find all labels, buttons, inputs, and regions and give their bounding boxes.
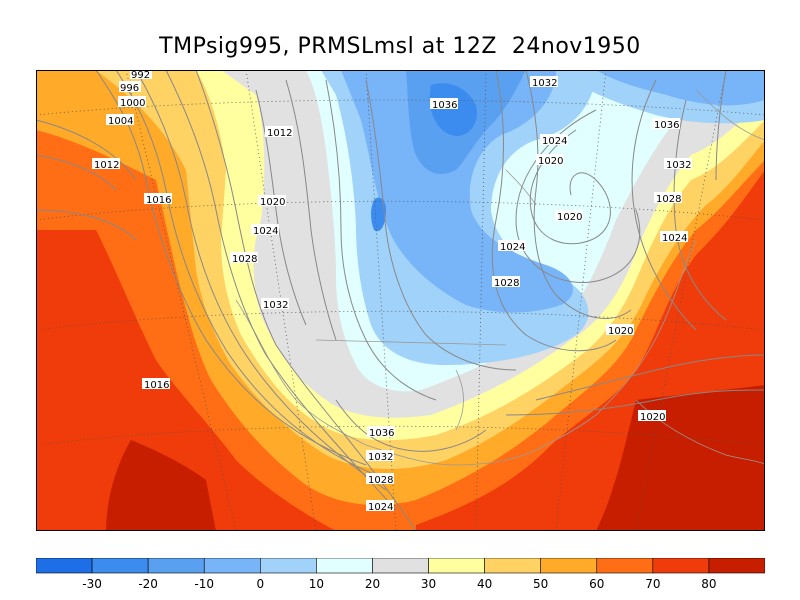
colorbar-tick-label: 70 bbox=[645, 577, 660, 591]
colorbar-swatch bbox=[36, 558, 93, 574]
isobar-label: 1024 bbox=[660, 231, 688, 244]
isobar-label: 1028 bbox=[366, 473, 394, 486]
isobar-label: 1020 bbox=[555, 210, 583, 223]
isobar-label: 1032 bbox=[664, 158, 692, 171]
isobar-label: 1020 bbox=[536, 154, 564, 167]
colorbar-swatch bbox=[596, 558, 654, 574]
svg-text:992: 992 bbox=[131, 70, 150, 81]
isobar-label: 1004 bbox=[106, 114, 134, 127]
isobar-label: 992 bbox=[130, 70, 152, 81]
svg-text:1032: 1032 bbox=[532, 78, 557, 89]
isobar-label: 1024 bbox=[498, 240, 526, 253]
svg-text:1016: 1016 bbox=[144, 380, 169, 391]
colorbar-swatch bbox=[652, 558, 710, 574]
colorbar-tick-label: -10 bbox=[194, 577, 214, 591]
svg-text:1020: 1020 bbox=[640, 412, 665, 423]
isobar-label: 1024 bbox=[251, 224, 279, 237]
isobar-label: 1036 bbox=[367, 426, 395, 439]
svg-text:1032: 1032 bbox=[368, 452, 393, 463]
colorbar-swatch bbox=[203, 558, 261, 574]
temp-band-70-80-se bbox=[596, 385, 765, 531]
isobar-labels: 992 996 1000 1004 1012 1016 1012 1020 10… bbox=[92, 70, 692, 513]
isobar-label: 1036 bbox=[430, 98, 458, 111]
colorbar-swatch bbox=[91, 558, 149, 574]
isobar-label: 1032 bbox=[366, 450, 394, 463]
isobar-label: 1036 bbox=[652, 118, 680, 131]
svg-text:1028: 1028 bbox=[232, 254, 257, 265]
weather-map: 992 996 1000 1004 1012 1016 1012 1020 10… bbox=[36, 70, 765, 531]
temp-band-darkblue-core bbox=[429, 83, 477, 136]
isobar-label: 1020 bbox=[638, 410, 666, 423]
colorbar-tick-label: -20 bbox=[138, 577, 158, 591]
svg-text:1024: 1024 bbox=[662, 233, 687, 244]
svg-text:1036: 1036 bbox=[654, 120, 679, 131]
isobars bbox=[36, 70, 765, 531]
temp-band-ne-blue bbox=[596, 70, 765, 106]
colorbar-tick-label: 60 bbox=[589, 577, 604, 591]
colorbar-tick-label: 20 bbox=[365, 577, 380, 591]
svg-text:1020: 1020 bbox=[608, 326, 633, 337]
colorbar-tick-label: 10 bbox=[309, 577, 324, 591]
colorbar-tick-label: 40 bbox=[477, 577, 492, 591]
svg-text:1032: 1032 bbox=[263, 300, 288, 311]
svg-text:1020: 1020 bbox=[538, 156, 563, 167]
colorbar-swatch bbox=[540, 558, 598, 574]
svg-text:1028: 1028 bbox=[494, 278, 519, 289]
colorbar-tick-label: 50 bbox=[533, 577, 548, 591]
colorbar-swatch bbox=[708, 558, 765, 574]
svg-text:1024: 1024 bbox=[542, 136, 567, 147]
colorbar-tick-label: 80 bbox=[701, 577, 716, 591]
isobar-label: 996 bbox=[119, 81, 141, 94]
temp-band-70-80-sw bbox=[106, 440, 216, 531]
colorbar-swatch bbox=[428, 558, 485, 574]
colorbar-swatch bbox=[260, 558, 317, 574]
colorbar-swatch bbox=[316, 558, 373, 574]
colorbar-swatch bbox=[372, 558, 429, 574]
isobar-label: 1028 bbox=[654, 192, 682, 205]
svg-text:1024: 1024 bbox=[253, 226, 278, 237]
svg-text:1016: 1016 bbox=[146, 195, 171, 206]
svg-text:1028: 1028 bbox=[368, 475, 393, 486]
isobar-label: 1032 bbox=[261, 298, 289, 311]
svg-text:1036: 1036 bbox=[432, 100, 457, 111]
map-title: TMPsig995, PRMSLmsl at 12Z 24nov1950 bbox=[159, 34, 641, 59]
color-scale-bar: -30 -20 -10 0 10 20 30 40 50 60 70 80 bbox=[36, 558, 765, 591]
svg-text:1028: 1028 bbox=[656, 194, 681, 205]
temp-band-blue bbox=[341, 70, 573, 313]
isobar-label: 1032 bbox=[530, 76, 558, 89]
map-frame bbox=[36, 70, 765, 531]
colorbar-tick-label: 30 bbox=[421, 577, 436, 591]
colorbar-swatch bbox=[147, 558, 205, 574]
svg-text:1024: 1024 bbox=[368, 502, 393, 513]
svg-text:1020: 1020 bbox=[260, 197, 285, 208]
svg-text:1020: 1020 bbox=[557, 212, 582, 223]
isobar-label: 1020 bbox=[606, 324, 634, 337]
isobar-label: 1000 bbox=[118, 96, 146, 109]
isobar-label: 1024 bbox=[366, 500, 394, 513]
isobar-label: 1024 bbox=[540, 134, 568, 147]
isobar-label: 1016 bbox=[144, 193, 172, 206]
svg-text:1000: 1000 bbox=[120, 98, 145, 109]
colorbar-swatch bbox=[484, 558, 541, 574]
isobar-label: 1024 bbox=[366, 500, 394, 513]
isobar-label: 1020 bbox=[258, 195, 286, 208]
svg-text:996: 996 bbox=[120, 83, 139, 94]
svg-text:1032: 1032 bbox=[666, 160, 691, 171]
svg-text:1024: 1024 bbox=[500, 242, 525, 253]
svg-text:1012: 1012 bbox=[94, 160, 119, 171]
isobar-label: 1036 bbox=[368, 426, 396, 439]
isobar-label: 1016 bbox=[142, 378, 170, 391]
isobar-label: 1028 bbox=[230, 252, 258, 265]
colorbar-tick-label: -30 bbox=[82, 577, 102, 591]
svg-text:1004: 1004 bbox=[108, 116, 133, 127]
isobar-label: 1012 bbox=[265, 126, 293, 139]
svg-text:1036: 1036 bbox=[369, 428, 394, 439]
colorbar-tick-label: 0 bbox=[256, 577, 264, 591]
isobar-label: 1028 bbox=[492, 276, 520, 289]
isobar-label: 1012 bbox=[92, 158, 120, 171]
svg-text:1012: 1012 bbox=[267, 128, 292, 139]
temp-band-ne-lightblue bbox=[556, 70, 765, 124]
